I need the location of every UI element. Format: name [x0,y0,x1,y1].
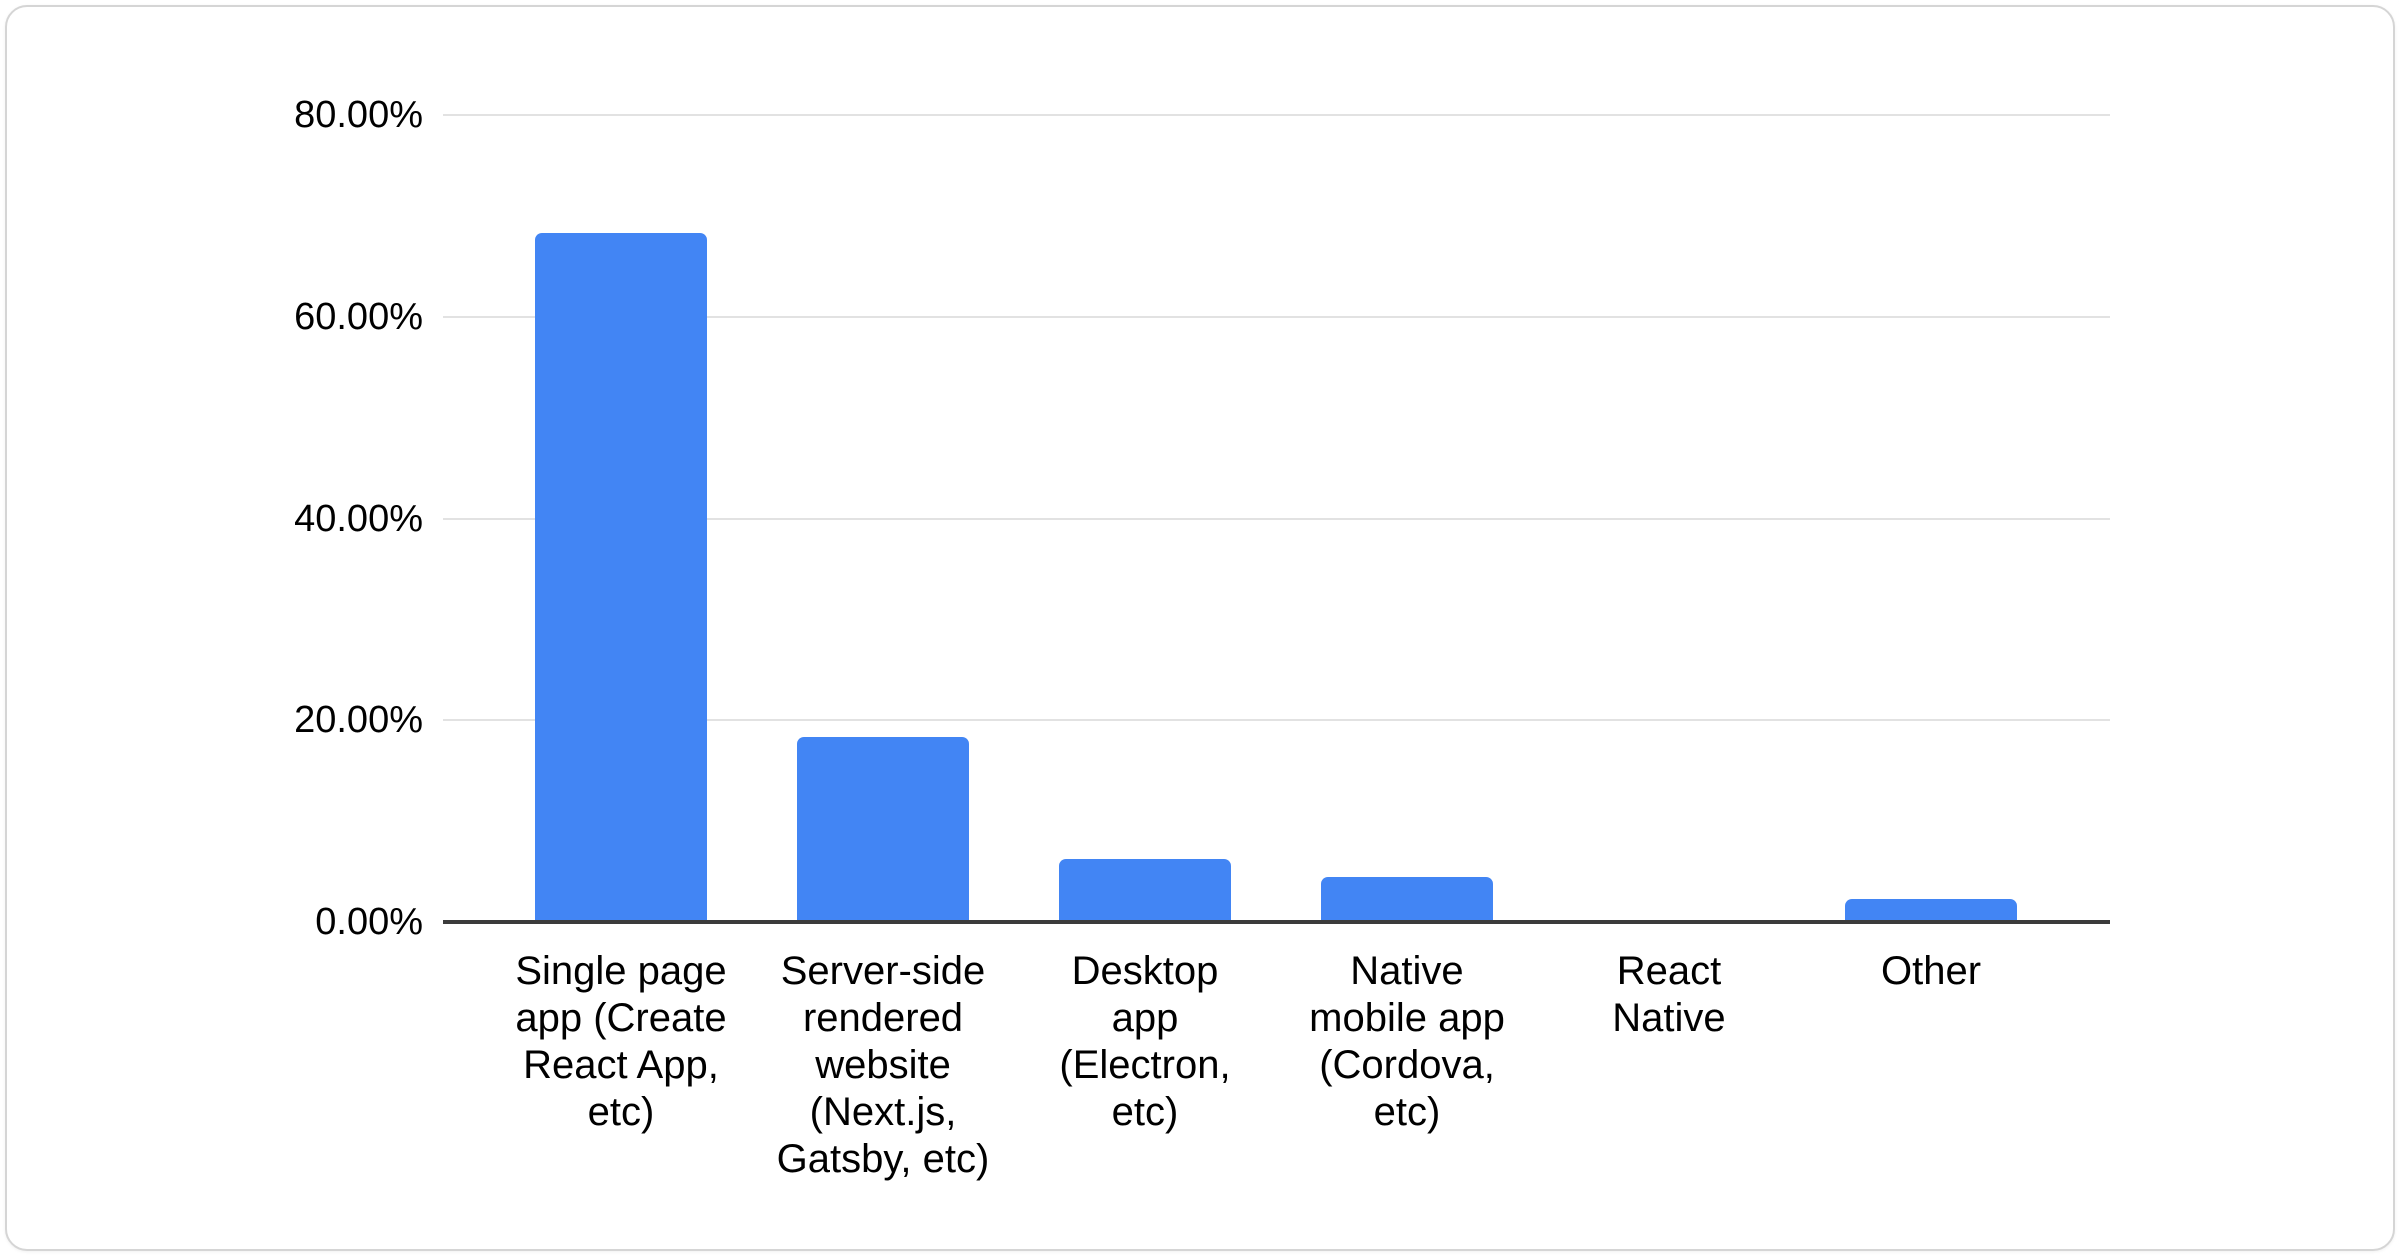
bar-column [1800,115,2062,922]
y-axis-tick-label: 40.00% [294,498,423,540]
bar-column [752,115,1014,922]
chart-card [5,5,2395,1251]
category-label: Single page app (Create React App, etc) [515,949,727,1134]
bar-6[interactable] [1845,899,2017,922]
y-axis-tick-label: 80.00% [294,94,423,136]
bar-column [1276,115,1538,922]
category-label: React Native [1612,949,1726,1040]
bar-column [490,115,752,922]
x-axis-baseline [443,920,2110,924]
y-axis-tick-label: 60.00% [294,296,423,338]
gridline [443,719,2110,721]
gridline [443,114,2110,116]
bar-1[interactable] [535,233,707,922]
bars-row [490,115,2062,922]
x-axis-labels-row: Single page app (Create React App, etc) S… [490,948,2062,1183]
gridline [443,518,2110,520]
gridline [443,316,2110,318]
y-axis-tick-label: 20.00% [294,699,423,741]
bar-2[interactable] [797,737,969,922]
bar-column [1538,115,1800,922]
category-label: Other [1880,949,1982,993]
category-label: Native mobile app (Cordova, etc) [1309,949,1505,1134]
bar-4[interactable] [1321,877,1493,922]
category-label: Desktop app (Electron, etc) [1059,949,1231,1134]
category-label: Server-side rendered website (Next.js, G… [776,949,990,1181]
y-axis-tick-label: 0.00% [315,901,423,943]
bar-3[interactable] [1059,859,1231,922]
bar-column [1014,115,1276,922]
